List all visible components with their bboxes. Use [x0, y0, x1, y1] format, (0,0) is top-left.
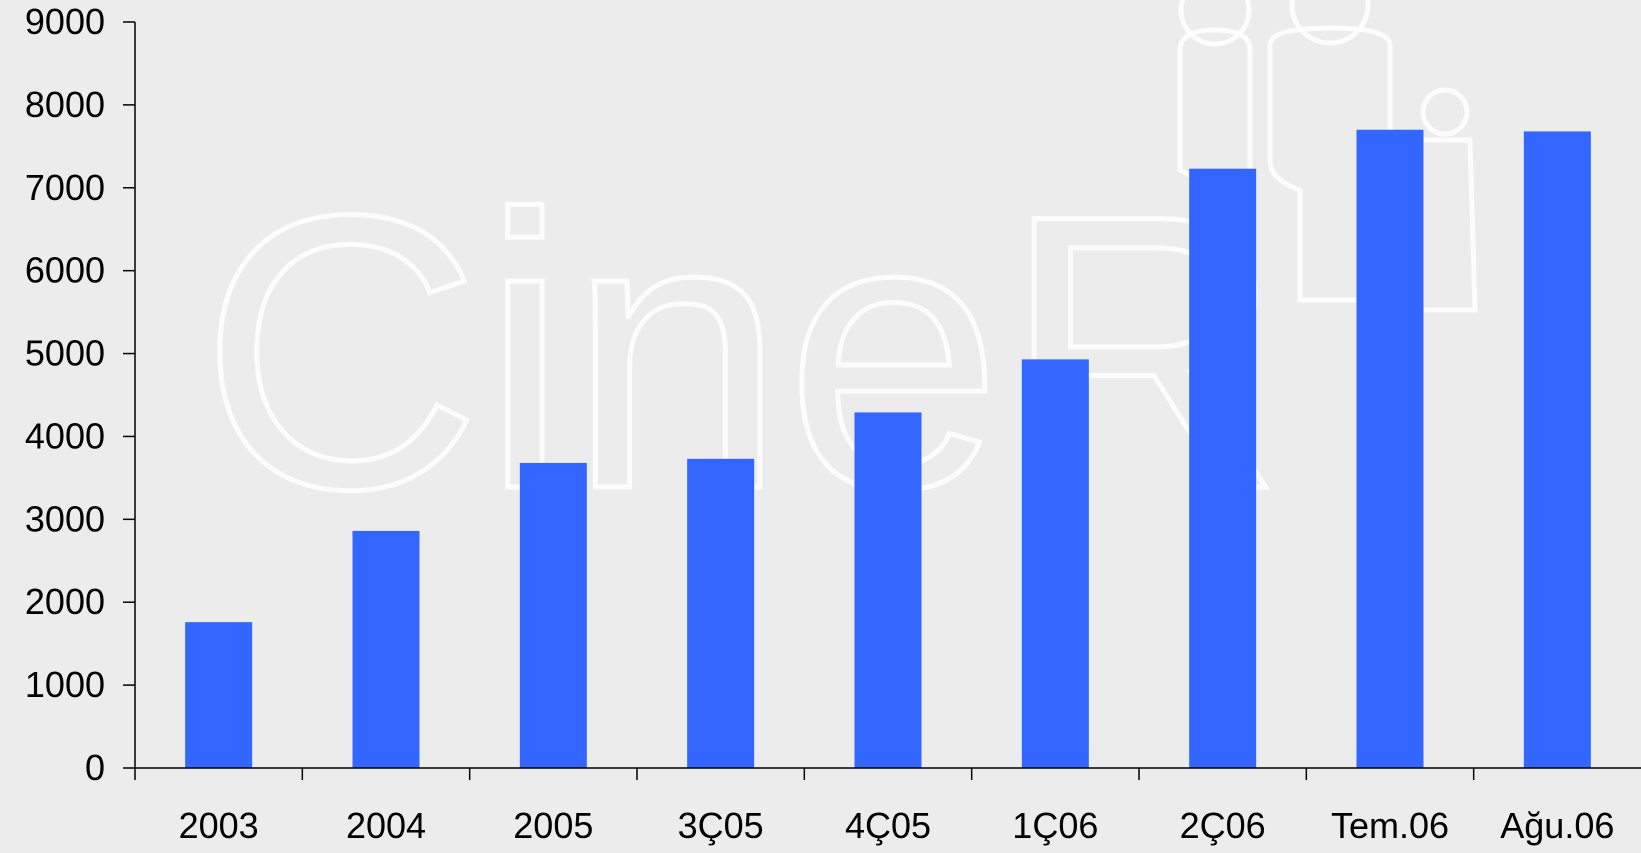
y-tick-label: 3000 [25, 498, 105, 539]
y-axis-tick-labels: 0 1000 2000 3000 4000 5000 6000 7000 8000 9000 [25, 1, 105, 788]
x-tick-label: 1Ç06 [1012, 805, 1098, 846]
x-tick-label: 2005 [513, 805, 593, 846]
y-tick-label: 5000 [25, 333, 105, 374]
bar [854, 412, 922, 768]
y-tick-label: 0 [85, 747, 105, 788]
y-tick-label: 1000 [25, 664, 105, 705]
bar [1523, 131, 1591, 768]
y-tick-label: 4000 [25, 415, 105, 456]
x-tick-label: 3Ç05 [678, 805, 764, 846]
x-axis-tick-labels: 2003 2004 2005 3Ç05 4Ç05 1Ç06 2Ç06 Tem.06 Ağu.06 [179, 805, 1615, 846]
bar [1021, 359, 1089, 768]
x-tick-label: 2Ç06 [1180, 805, 1266, 846]
bar [1356, 129, 1424, 768]
x-tick-label: 4Ç05 [845, 805, 931, 846]
y-tick-label: 8000 [25, 84, 105, 125]
people-silhouette-icon [1177, 0, 1478, 313]
x-tick-label: 2004 [346, 805, 426, 846]
y-tick-label: 7000 [25, 167, 105, 208]
bar [519, 462, 587, 768]
bar [185, 622, 253, 768]
x-tick-label: Tem.06 [1331, 805, 1449, 846]
bar [687, 458, 755, 768]
watermark-logo: CineR [198, 0, 1478, 573]
x-axis-ticks [134, 768, 1475, 780]
bar [1189, 168, 1257, 769]
y-axis-ticks [123, 21, 135, 769]
bars [185, 129, 1591, 769]
axes [134, 22, 1641, 769]
x-tick-label: 2003 [179, 805, 259, 846]
y-tick-label: 2000 [25, 581, 105, 622]
bar [352, 530, 420, 768]
x-tick-label: Ağu.06 [1500, 805, 1614, 846]
y-tick-label: 6000 [25, 250, 105, 291]
y-tick-label: 9000 [25, 1, 105, 42]
